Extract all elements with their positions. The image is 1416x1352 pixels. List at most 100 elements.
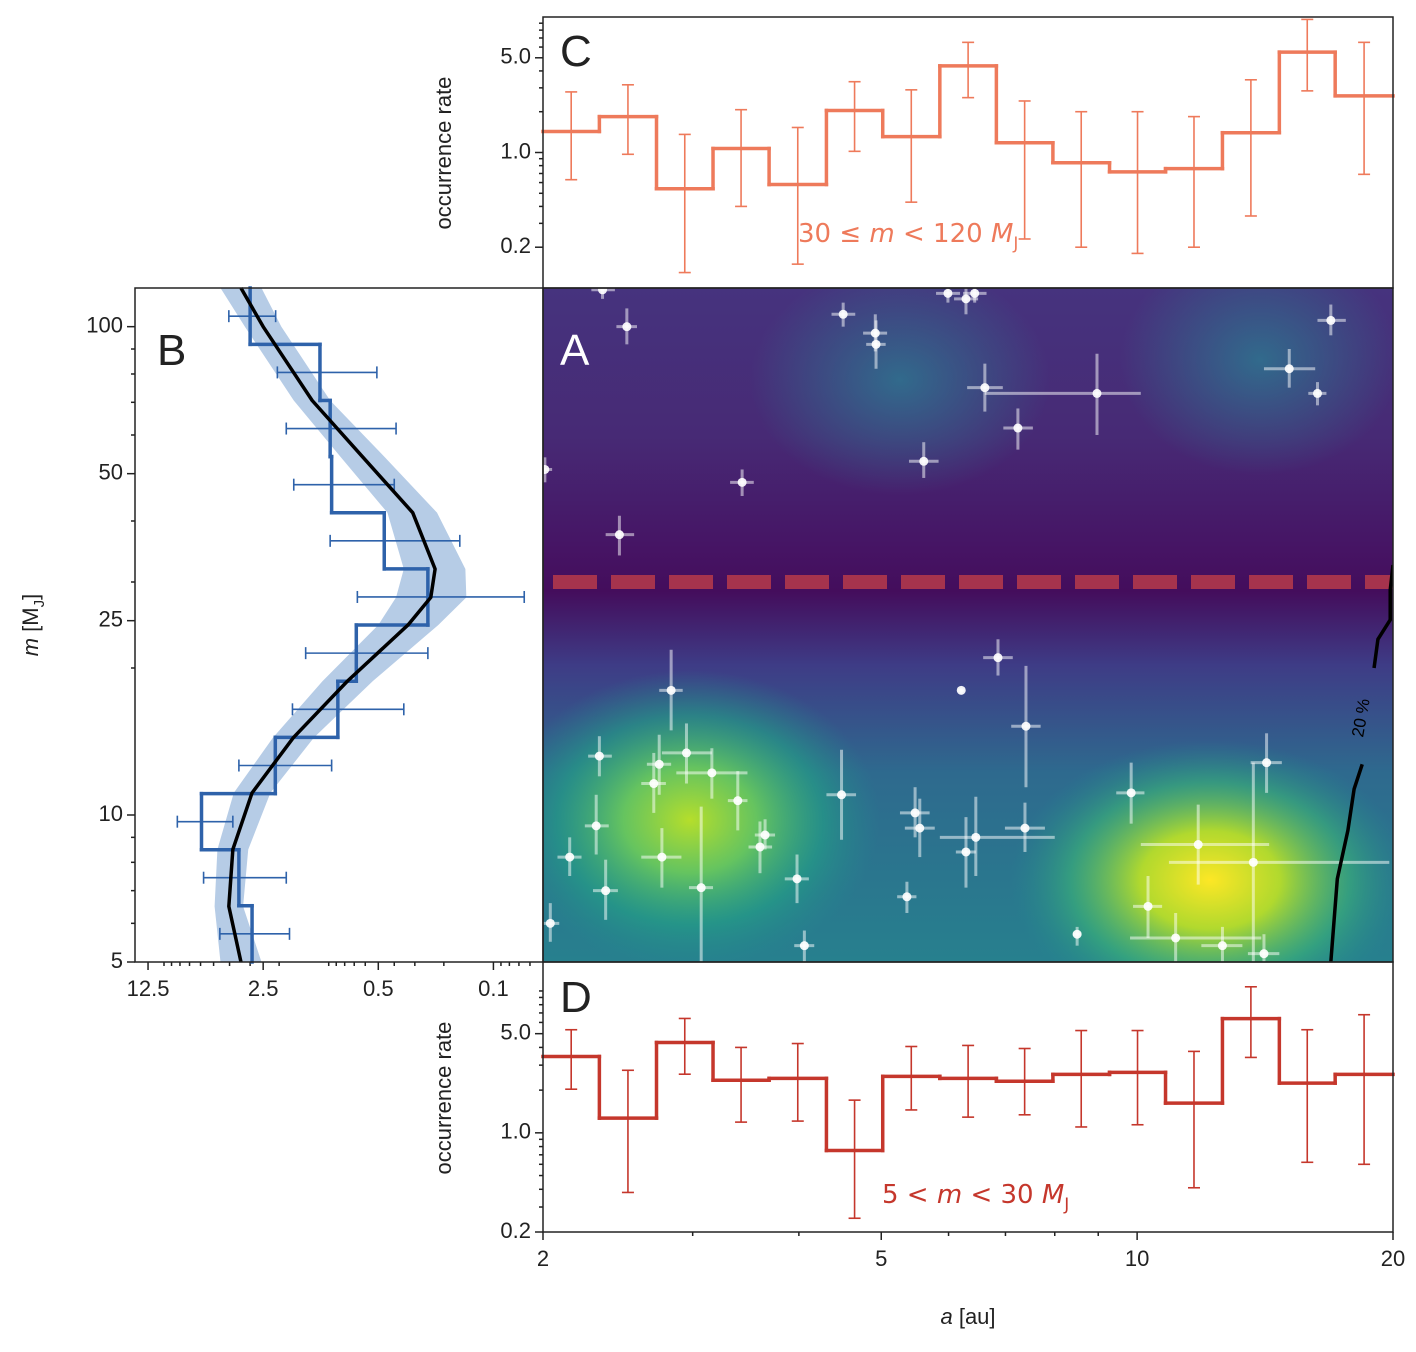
- point: [910, 808, 920, 818]
- density-blob: [1010, 740, 1393, 962]
- point: [792, 874, 802, 884]
- density-blob: [543, 670, 880, 962]
- point: [961, 294, 971, 304]
- point: [649, 779, 659, 789]
- point: [760, 830, 770, 840]
- y-tick-label: 10: [99, 801, 123, 826]
- y-tick-label: 100: [86, 312, 123, 337]
- point: [1326, 315, 1336, 325]
- model-curve: [227, 287, 437, 963]
- contour-line: [1372, 564, 1393, 669]
- y-tick-label: 1.0: [500, 1119, 531, 1144]
- x-tick-label: 5: [875, 1246, 887, 1271]
- x-tick-label: 0.5: [363, 976, 394, 1001]
- point: [681, 748, 691, 758]
- point: [601, 886, 611, 896]
- label-part: < 120: [895, 219, 991, 249]
- point: [902, 892, 912, 902]
- label-part: 30 ≤: [798, 219, 869, 249]
- label-part: < 30: [962, 1180, 1042, 1210]
- x-axis-label: a [au]: [940, 1304, 995, 1329]
- label-part: [M: [18, 607, 43, 638]
- annotation: 30 ≤ m < 120 MJ: [798, 219, 1018, 255]
- point: [838, 309, 848, 319]
- panel-letter: B: [157, 326, 186, 375]
- x-tick-label: 12.5: [127, 976, 170, 1001]
- point: [614, 530, 624, 540]
- density-map: [543, 288, 1393, 962]
- label-part: M: [1042, 1180, 1064, 1210]
- y-tick-label: 50: [99, 459, 123, 484]
- point: [943, 288, 953, 298]
- label-part: J: [1063, 1195, 1069, 1215]
- label-part: J: [31, 600, 48, 608]
- panel-letter: D: [560, 973, 592, 1022]
- label-part: J: [1012, 234, 1018, 254]
- contour-line: [1329, 763, 1364, 962]
- label-part: 5 <: [882, 1180, 937, 1210]
- point: [1013, 423, 1023, 433]
- point: [1248, 857, 1258, 867]
- point: [799, 941, 809, 951]
- annotation: 5 < m < 30 MJ: [882, 1180, 1069, 1216]
- point: [1072, 929, 1082, 939]
- point: [591, 821, 601, 831]
- point: [565, 852, 575, 862]
- point: [837, 790, 847, 800]
- point: [961, 847, 971, 857]
- point: [1126, 788, 1136, 798]
- label-part: M: [991, 219, 1013, 249]
- point: [1020, 823, 1030, 833]
- y-tick-label: 5: [111, 948, 123, 973]
- density-blob: [750, 288, 1050, 495]
- x-tick-label: 2.5: [248, 976, 279, 1001]
- panel-letter: C: [560, 27, 592, 76]
- y-tick-label: 5.0: [500, 44, 531, 69]
- x-tick-label: 20: [1381, 1246, 1405, 1271]
- label-part: m: [18, 638, 43, 656]
- point: [666, 685, 676, 695]
- point: [1021, 721, 1031, 731]
- y-tick-label: 1.0: [500, 138, 531, 163]
- point: [1092, 388, 1102, 398]
- label-part: a: [940, 1304, 952, 1329]
- y-axis-label: occurrence rate: [431, 77, 456, 230]
- point: [1193, 840, 1203, 850]
- x-tick-label: 10: [1125, 1246, 1149, 1271]
- point: [971, 832, 981, 842]
- x-tick-label: 0.1: [478, 976, 509, 1001]
- point: [737, 477, 747, 487]
- label-part: m: [869, 219, 894, 249]
- y-tick-label: 25: [99, 606, 123, 631]
- point: [1259, 949, 1269, 959]
- label-part: m: [937, 1180, 962, 1210]
- point: [696, 883, 706, 893]
- point: [543, 464, 550, 474]
- point: [1312, 388, 1322, 398]
- axes-frame: [134, 287, 544, 963]
- point: [755, 842, 765, 852]
- point: [1284, 364, 1294, 374]
- label-part: [au]: [953, 1304, 996, 1329]
- label-part: ]: [18, 594, 43, 600]
- density-blob: [1120, 288, 1393, 475]
- point: [545, 918, 555, 928]
- point: [871, 339, 881, 349]
- y-tick-label: 0.2: [500, 1218, 531, 1243]
- point: [622, 322, 632, 332]
- point: [915, 823, 925, 833]
- point: [733, 796, 743, 806]
- point: [598, 288, 608, 295]
- panel-letter: A: [560, 326, 590, 375]
- point: [707, 768, 717, 778]
- point: [919, 456, 929, 466]
- y-tick-label: 5.0: [500, 1019, 531, 1044]
- point: [956, 685, 966, 695]
- point: [980, 383, 990, 393]
- point: [1171, 933, 1181, 943]
- y-tick-label: 0.2: [500, 233, 531, 258]
- point: [970, 288, 980, 298]
- point: [1143, 901, 1153, 911]
- point: [993, 653, 1003, 663]
